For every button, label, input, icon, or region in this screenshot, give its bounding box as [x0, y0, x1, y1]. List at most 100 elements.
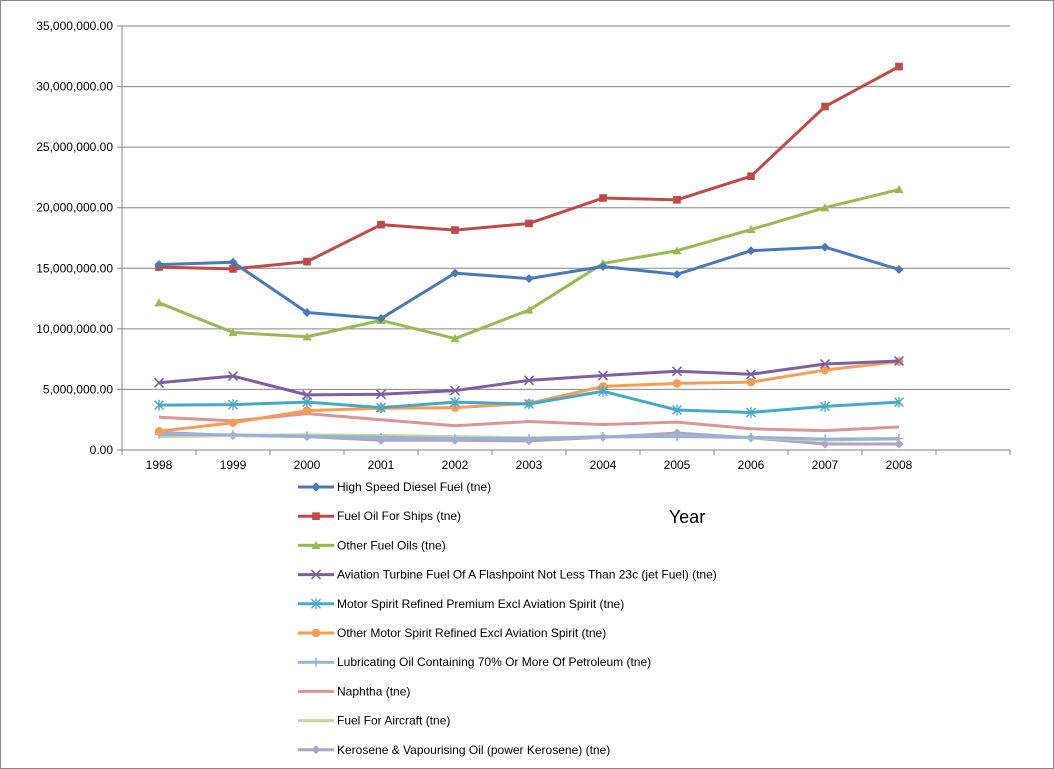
legend-item: Other Fuel Oils (tne) [298, 538, 446, 552]
data-point [525, 219, 533, 228]
legend-label: Motor Spirit Refined Premium Excl Aviati… [337, 597, 624, 611]
data-point [598, 261, 608, 271]
data-point [450, 396, 460, 408]
data-point [821, 102, 829, 111]
x-tick-labels: 1998 1999 2000 2001 2002 2003 2004 2005 2006 2007… [146, 458, 913, 472]
data-point [228, 257, 238, 267]
y-tick-label: 20,000,000.00 [36, 201, 113, 215]
legend-item: Kerosene & Vapourising Oil (power Kerose… [298, 743, 610, 757]
legend-item: Aviation Turbine Fuel Of A Flashpoint No… [298, 568, 717, 582]
data-point [524, 433, 534, 443]
data-point [375, 389, 387, 400]
data-point [524, 398, 534, 410]
data-point [894, 185, 904, 194]
legend-label: Kerosene & Vapourising Oil (power Kerose… [337, 743, 610, 757]
y-tick-label: 30,000,000.00 [36, 80, 113, 94]
data-point [819, 358, 831, 370]
y-tick-label: 10,000,000.00 [36, 322, 113, 336]
data-point [820, 400, 830, 412]
x-tick-label: 2002 [442, 458, 469, 472]
y-tick-label: 25,000,000.00 [36, 140, 113, 154]
series-4 [153, 355, 905, 400]
data-point [154, 298, 164, 307]
data-point [893, 355, 905, 367]
data-point [746, 377, 756, 387]
y-tick-label: 0.00 [90, 443, 114, 457]
x-tick-label: 2001 [368, 458, 395, 472]
data-point [450, 334, 460, 343]
data-point [820, 365, 830, 375]
series-1 [154, 242, 904, 324]
legend-label: Lubricating Oil Containing 70% Or More O… [337, 655, 651, 669]
series-5 [154, 385, 904, 418]
legend-marker [311, 745, 321, 755]
y-tick-label: 15,000,000.00 [36, 261, 113, 275]
x-tick-label: 1999 [220, 458, 247, 472]
legend-item: High Speed Diesel Fuel (tne) [298, 480, 491, 494]
legend-item: Motor Spirit Refined Premium Excl Aviati… [298, 597, 624, 611]
data-point [228, 418, 238, 428]
legend: High Speed Diesel Fuel (tne) Fuel Oil For… [298, 480, 717, 757]
data-point [894, 264, 904, 274]
legend-label: Naphtha (tne) [337, 684, 410, 698]
data-point [672, 269, 682, 279]
data-point [671, 366, 683, 377]
data-point [746, 432, 756, 442]
data-point [895, 62, 903, 71]
x-tick-label: 2005 [664, 458, 691, 472]
legend-marker [311, 482, 321, 492]
data-point [598, 385, 608, 397]
data-point [377, 220, 385, 229]
data-point [228, 430, 238, 440]
data-point [746, 246, 756, 256]
legend-label: Other Motor Spirit Refined Excl Aviation… [337, 626, 606, 640]
data-point [376, 432, 386, 442]
y-tick-label: 35,000,000.00 [36, 19, 113, 33]
legend-item: Other Motor Spirit Refined Excl Aviation… [298, 626, 606, 640]
data-point [747, 172, 755, 181]
x-tick-label: 2003 [516, 458, 543, 472]
legend-marker [311, 628, 321, 638]
legend-item: Fuel For Aircraft (tne) [298, 714, 450, 728]
legend-marker [310, 569, 322, 580]
data-point [672, 379, 682, 388]
data-point [228, 327, 238, 337]
data-point [746, 407, 756, 418]
data-point [302, 431, 312, 441]
x-tick-label: 2007 [812, 458, 839, 472]
data-point [894, 439, 904, 449]
legend-marker [311, 598, 321, 610]
data-point [450, 403, 460, 412]
data-point [820, 434, 830, 444]
data-point [523, 375, 535, 386]
legend-item: Naphtha (tne) [298, 684, 410, 698]
data-point [450, 268, 460, 278]
data-point [449, 385, 461, 396]
data-point [598, 432, 608, 442]
data-point [154, 426, 164, 436]
legend-label: Aviation Turbine Fuel Of A Flashpoint No… [337, 568, 717, 582]
data-point [302, 332, 312, 341]
data-point [154, 260, 164, 270]
data-point [228, 399, 238, 410]
legend-item: Fuel Oil For Ships (tne) [298, 509, 461, 523]
gridlines [122, 25, 1010, 390]
legend-label: Other Fuel Oils (tne) [337, 538, 446, 552]
data-point [745, 369, 757, 380]
y-tick-label: 5,000,000.00 [43, 382, 113, 396]
data-point [894, 396, 904, 408]
x-tick-label: 2008 [886, 458, 913, 472]
x-tick-label: 2006 [738, 458, 765, 472]
data-point [303, 257, 311, 266]
x-axis-title: Year [669, 507, 705, 527]
data-point [302, 396, 312, 408]
data-point [227, 371, 239, 382]
legend-marker [311, 540, 321, 549]
data-point [524, 274, 534, 284]
data-point [376, 402, 386, 413]
data-point [229, 265, 237, 273]
legend-marker [312, 512, 320, 521]
